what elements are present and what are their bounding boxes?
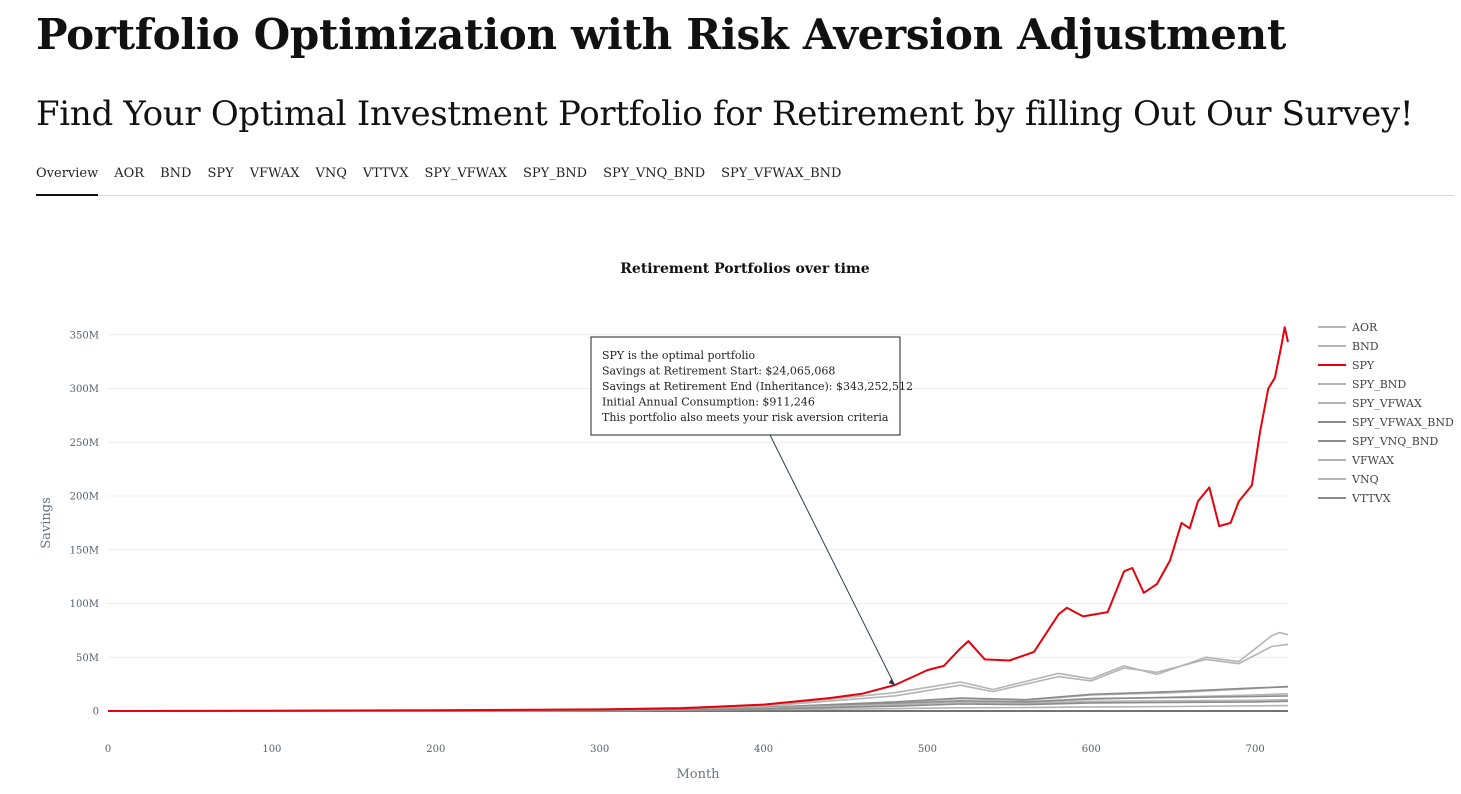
annotation-line: Savings at Retirement End (Inheritance):… [602,380,913,393]
tab-bar: Overview AOR BND SPY VFWAX VNQ VTTVX SPY… [36,160,1454,196]
legend[interactable]: AOR BND SPY SPY_BND SPY_VFWAX SPY_VFWAX_BND SP… [1318,321,1454,505]
legend-label: BND [1352,340,1379,353]
tab-vnq[interactable]: VNQ [315,166,347,181]
legend-label: SPY [1352,359,1375,372]
x-tick-label: 400 [754,744,773,755]
x-tick-label: 100 [262,744,281,755]
tab-vfwax[interactable]: VFWAX [249,166,300,181]
legend-item-spy[interactable]: SPY [1318,359,1375,372]
page-subtitle: Find Your Optimal Investment Portfolio f… [36,94,1414,134]
legend-item-vfwax[interactable]: VFWAX [1318,454,1394,467]
legend-item-spy-vfwax-bnd[interactable]: SPY_VFWAX_BND [1318,416,1454,429]
annotation-line: SPY is the optimal portfolio [602,349,756,362]
optimal-portfolio-annotation: SPY is the optimal portfolio Savings at R… [590,336,913,686]
tab-spy[interactable]: SPY [207,166,234,181]
legend-label: SPY_VFWAX [1352,397,1422,410]
y-tick-label: 300M [70,384,99,395]
annotation-line: This portfolio also meets your risk aver… [602,411,889,424]
gridlines [108,334,1288,712]
y-axis-title: Savings [39,497,54,549]
legend-item-aor[interactable]: AOR [1318,321,1378,334]
x-axis-ticks: 0 100 200 300 400 500 600 700 [105,744,1265,755]
tab-vttvx[interactable]: VTTVX [362,166,409,181]
x-axis-title: Month [676,767,720,782]
annotation-line: Initial Annual Consumption: $911,246 [602,396,815,409]
tab-spy-bnd[interactable]: SPY_BND [523,166,588,181]
y-tick-label: 350M [70,330,99,341]
legend-item-bnd[interactable]: BND [1318,340,1379,353]
tab-overview[interactable]: Overview [36,160,99,196]
tab-spy-vfwax-bnd[interactable]: SPY_VFWAX_BND [721,166,842,181]
legend-label: SPY_BND [1352,378,1406,391]
series-line-spy [107,326,1289,712]
annotation-box [590,336,901,436]
y-tick-label: 50M [76,653,99,664]
y-tick-label: 250M [70,438,99,449]
series-lines [107,326,1289,712]
x-tick-label: 500 [918,744,937,755]
annotation-arrow [769,434,896,686]
page-title: Portfolio Optimization with Risk Aversio… [36,10,1286,59]
legend-label: SPY_VFWAX_BND [1352,416,1454,429]
y-tick-label: 200M [70,492,99,503]
legend-item-vnq[interactable]: VNQ [1318,473,1379,486]
legend-item-spy-vnq-bnd[interactable]: SPY_VNQ_BND [1318,435,1438,448]
tab-bnd[interactable]: BND [160,166,192,181]
retirement-chart: Retirement Portfolios over time 050M100M… [39,261,1454,782]
tab-spy-vfwax[interactable]: SPY_VFWAX [424,166,508,181]
x-tick-label: 300 [590,744,609,755]
legend-item-vttvx[interactable]: VTTVX [1318,492,1391,505]
x-tick-label: 600 [1082,744,1101,755]
tab-spy-vnq-bnd[interactable]: SPY_VNQ_BND [603,166,706,181]
y-tick-label: 150M [70,545,99,556]
tab-aor[interactable]: AOR [114,166,145,181]
legend-label: VNQ [1351,473,1379,486]
x-tick-label: 0 [105,744,111,755]
legend-label: AOR [1351,321,1378,334]
legend-label: VFWAX [1351,454,1394,467]
x-tick-label: 700 [1246,744,1265,755]
x-tick-label: 200 [426,744,445,755]
legend-label: SPY_VNQ_BND [1352,435,1438,448]
chart-title: Retirement Portfolios over time [620,261,870,277]
legend-item-spy-bnd[interactable]: SPY_BND [1318,378,1406,391]
legend-item-spy-vfwax[interactable]: SPY_VFWAX [1318,397,1422,410]
y-tick-label: 100M [70,599,99,610]
annotation-arrowhead [888,678,895,686]
y-axis-ticks: 0 50M 100M 150M 200M 250M 300M 350M [70,330,99,717]
legend-label: VTTVX [1351,492,1391,505]
y-tick-label: 0 [93,707,99,718]
annotation-line: Savings at Retirement Start: $24,065,068 [602,365,835,378]
